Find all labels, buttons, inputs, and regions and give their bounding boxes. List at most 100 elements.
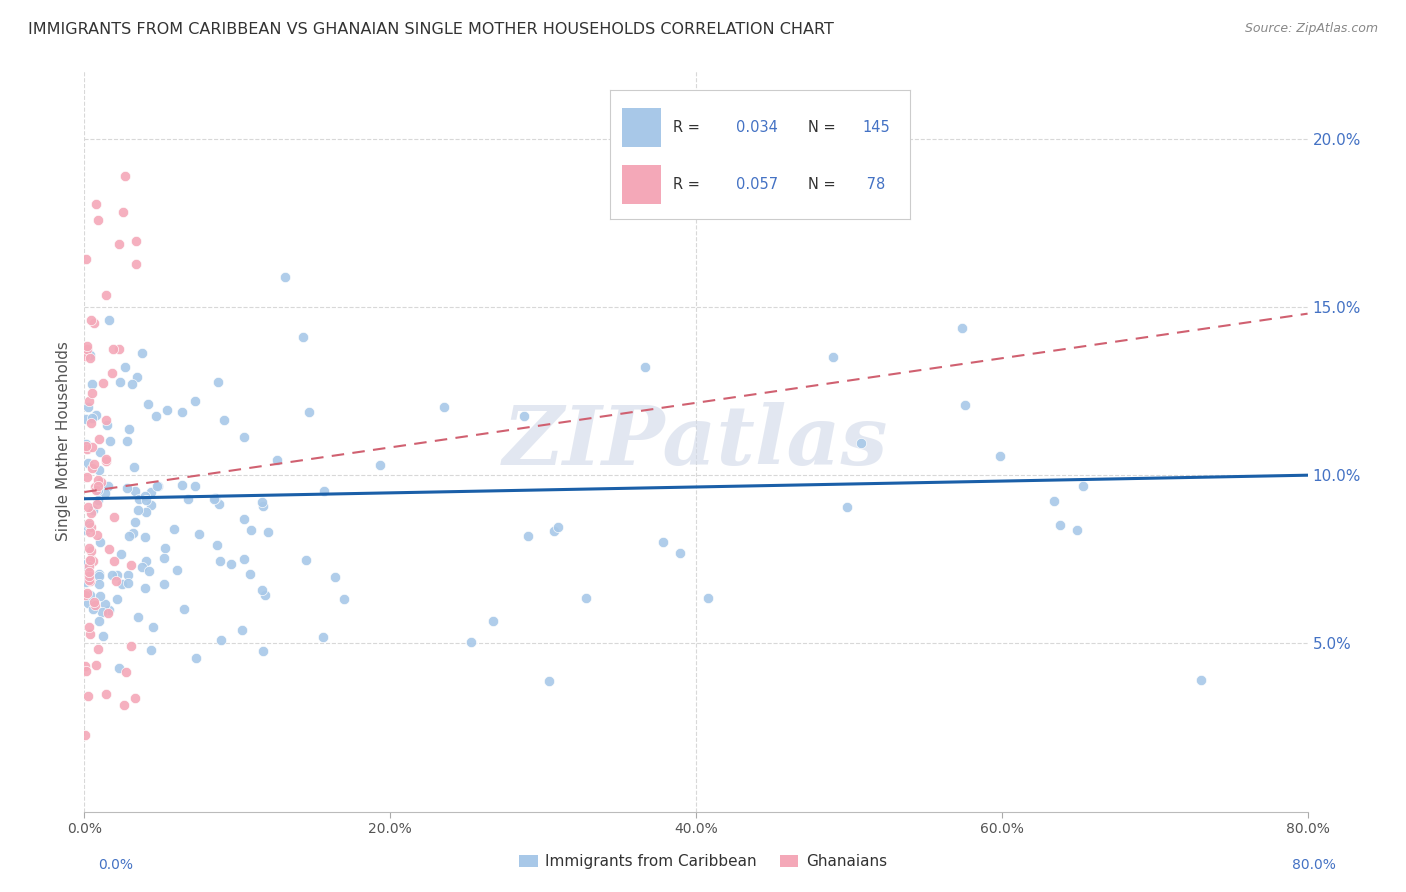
Point: [121, 376, 143, 391]
Point: [77, 520, 100, 534]
Y-axis label: Single Mother Households: Single Mother Households: [56, 342, 72, 541]
Point: [138, 564, 160, 578]
Point: [75, 664, 97, 678]
Point: [83, 479, 105, 493]
Point: [127, 610, 149, 624]
Point: [172, 405, 194, 419]
Legend: Immigrants from Caribbean, Ghanaians: Immigrants from Caribbean, Ghanaians: [513, 848, 893, 875]
Point: [80, 543, 103, 558]
Point: [87, 577, 110, 591]
Point: [1189, 673, 1212, 687]
Point: [79, 417, 101, 431]
Point: [240, 523, 263, 537]
Point: [291, 330, 314, 344]
Point: [75, 659, 97, 673]
Point: [233, 551, 256, 566]
Point: [79, 574, 101, 589]
Point: [86, 527, 108, 541]
Point: [668, 546, 690, 560]
Point: [156, 403, 179, 417]
Point: [79, 552, 101, 566]
Point: [75, 436, 97, 450]
Point: [250, 495, 273, 509]
Point: [460, 635, 482, 649]
Point: [94, 452, 117, 467]
Point: [89, 535, 111, 549]
Point: [652, 535, 675, 549]
Point: [851, 436, 873, 450]
Point: [253, 589, 276, 603]
Point: [697, 591, 720, 605]
Point: [120, 639, 142, 653]
Point: [75, 524, 97, 538]
Point: [1049, 517, 1071, 532]
Point: [233, 430, 256, 444]
Point: [80, 440, 103, 454]
Point: [83, 457, 105, 471]
Point: [89, 615, 111, 629]
Point: [114, 359, 136, 374]
Point: [87, 462, 110, 476]
Point: [76, 342, 98, 356]
Text: ZIPatlas: ZIPatlas: [503, 401, 889, 482]
Point: [124, 484, 146, 499]
Point: [87, 642, 110, 657]
Point: [112, 698, 135, 712]
Point: [108, 660, 131, 674]
Point: [87, 478, 110, 492]
Point: [823, 351, 845, 365]
Point: [84, 197, 107, 211]
Point: [82, 602, 104, 616]
Point: [219, 557, 242, 571]
Point: [547, 520, 569, 534]
Point: [79, 525, 101, 540]
Point: [153, 541, 176, 556]
Point: [950, 321, 973, 335]
Point: [79, 554, 101, 568]
Point: [110, 375, 132, 389]
Point: [837, 500, 859, 514]
Point: [80, 385, 103, 400]
Point: [516, 528, 538, 542]
Point: [87, 567, 110, 582]
Point: [101, 366, 124, 380]
Point: [96, 413, 118, 427]
Point: [136, 397, 159, 411]
Point: [252, 499, 274, 513]
Point: [177, 492, 200, 507]
Point: [77, 500, 100, 515]
Point: [146, 479, 169, 493]
Point: [80, 520, 103, 534]
Point: [103, 554, 125, 568]
Point: [75, 439, 97, 453]
Point: [139, 485, 162, 500]
Point: [97, 479, 120, 493]
Point: [131, 559, 153, 574]
Point: [89, 569, 111, 583]
Point: [111, 577, 134, 591]
Point: [77, 558, 100, 573]
Point: [79, 627, 101, 641]
Point: [118, 422, 141, 436]
Point: [110, 547, 132, 561]
Point: [988, 450, 1011, 464]
Text: Source: ZipAtlas.com: Source: ZipAtlas.com: [1244, 22, 1378, 36]
Point: [953, 397, 976, 411]
Point: [266, 452, 288, 467]
Point: [207, 376, 229, 390]
Point: [90, 475, 112, 489]
Point: [145, 409, 167, 423]
Point: [77, 565, 100, 579]
Point: [183, 479, 205, 493]
Point: [274, 270, 297, 285]
Point: [187, 527, 209, 541]
Point: [173, 602, 195, 616]
Point: [80, 313, 103, 327]
Point: [75, 575, 97, 590]
Point: [127, 503, 149, 517]
Point: [76, 586, 98, 600]
Point: [135, 553, 157, 567]
Point: [131, 346, 153, 360]
Point: [152, 577, 174, 591]
Point: [75, 412, 97, 426]
